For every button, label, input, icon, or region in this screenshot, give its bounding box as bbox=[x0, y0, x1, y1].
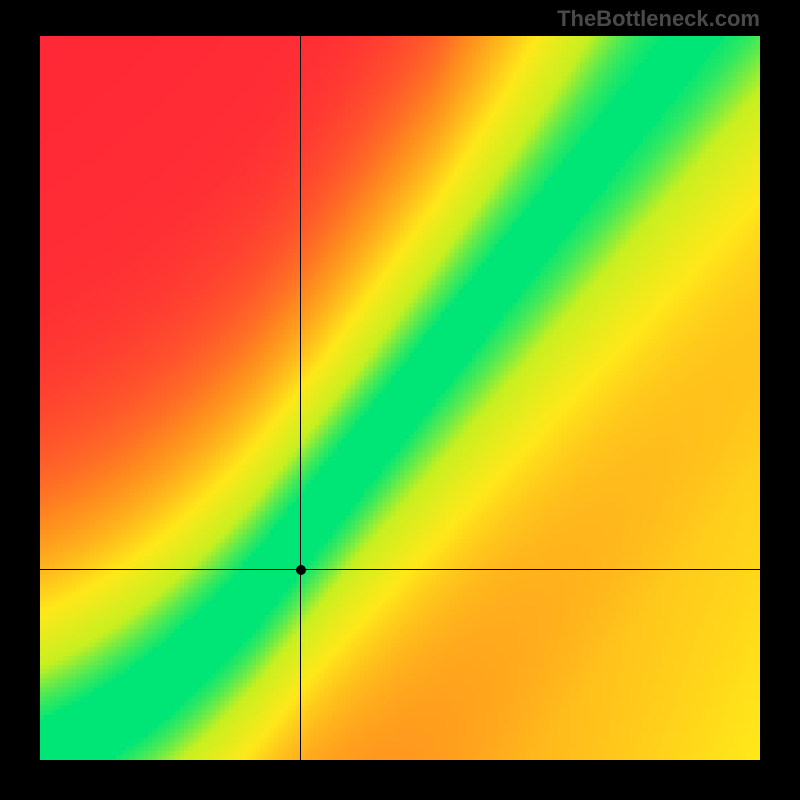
heatmap-canvas bbox=[40, 36, 760, 760]
crosshair-vertical bbox=[300, 36, 301, 760]
crosshair-marker bbox=[296, 565, 306, 575]
plot-area bbox=[40, 36, 760, 760]
crosshair-horizontal bbox=[40, 569, 760, 570]
watermark-text: TheBottleneck.com bbox=[557, 6, 760, 32]
